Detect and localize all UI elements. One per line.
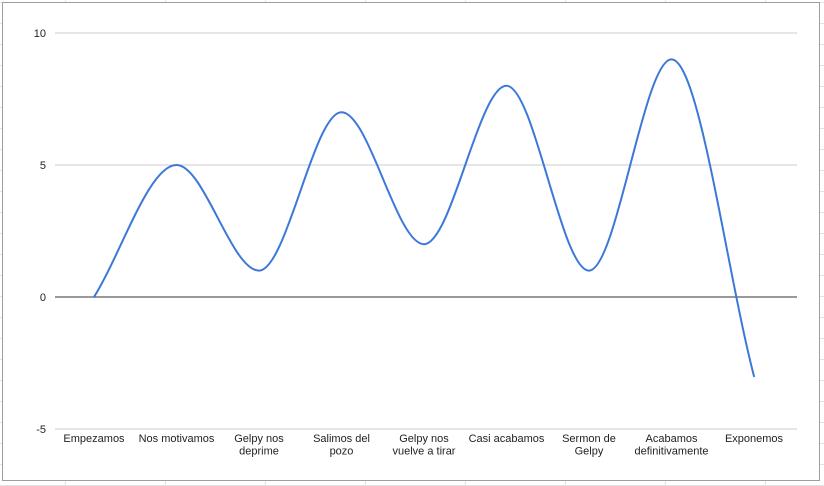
x-axis-labels: Empezamos Nos motivamos Gelpy nos deprime Sa…: [63, 433, 783, 458]
x-tick-label: Nos motivamos: [139, 433, 215, 445]
x-tick-label: Gelpy nos deprime: [234, 433, 284, 458]
x-tick-label: Gelpy nos vuelve a tirar: [393, 433, 456, 458]
y-axis-ticks: -5 0 5 10: [34, 28, 46, 436]
x-tick-label: Exponemos: [725, 433, 784, 445]
x-tick-label: Salimos del pozo: [313, 433, 370, 458]
y-tick-label: -5: [36, 424, 46, 436]
y-tick-label: 5: [40, 160, 46, 172]
gridlines: [55, 32, 797, 430]
x-tick-label: Empezamos: [63, 433, 125, 445]
x-tick-label: Acabamos definitivamente: [635, 433, 709, 458]
y-tick-label: 10: [34, 28, 46, 40]
series-line[interactable]: [93, 58, 755, 378]
x-tick-label: Casi acabamos: [469, 433, 545, 445]
x-tick-label: Sermon de Gelpy: [562, 433, 616, 458]
series-layer: [93, 58, 755, 378]
y-tick-label: 0: [40, 292, 46, 304]
chart-container[interactable]: [2, 2, 820, 481]
